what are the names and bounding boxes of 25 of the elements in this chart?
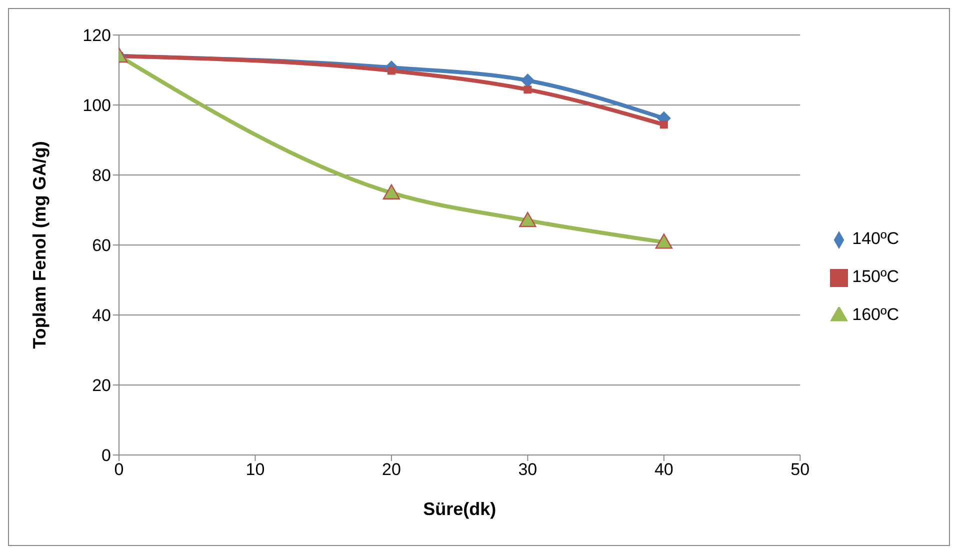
x-axis-title: Süre(dk) <box>423 499 496 519</box>
y-tick-label: 80 <box>92 166 111 186</box>
y-axis-title: Toplam Fenol (mg GA/g) <box>29 141 50 349</box>
legend-label: 150ºC <box>852 267 899 286</box>
x-tick-label: 50 <box>790 460 810 480</box>
point <box>660 120 668 129</box>
y-tick-label: 100 <box>82 96 111 116</box>
y-tick-label: 120 <box>82 26 111 46</box>
y-tick-label: 60 <box>92 236 111 256</box>
x-tick-label: 20 <box>382 460 401 480</box>
legend-label: 160ºC <box>852 305 899 324</box>
x-tick-label: 30 <box>518 460 538 480</box>
point <box>519 212 536 228</box>
legend-label: 140ºC <box>852 229 899 248</box>
y-tick-label: 20 <box>92 376 111 396</box>
point <box>387 66 396 75</box>
y-tick-label: 40 <box>92 306 111 326</box>
point <box>524 86 532 94</box>
x-tick-label: 10 <box>246 460 265 480</box>
x-tick-label: 0 <box>114 460 124 480</box>
y-tick-label: 0 <box>102 446 111 466</box>
point <box>520 74 535 88</box>
x-tick-label: 40 <box>654 460 674 480</box>
point <box>655 234 673 249</box>
point <box>382 184 400 200</box>
